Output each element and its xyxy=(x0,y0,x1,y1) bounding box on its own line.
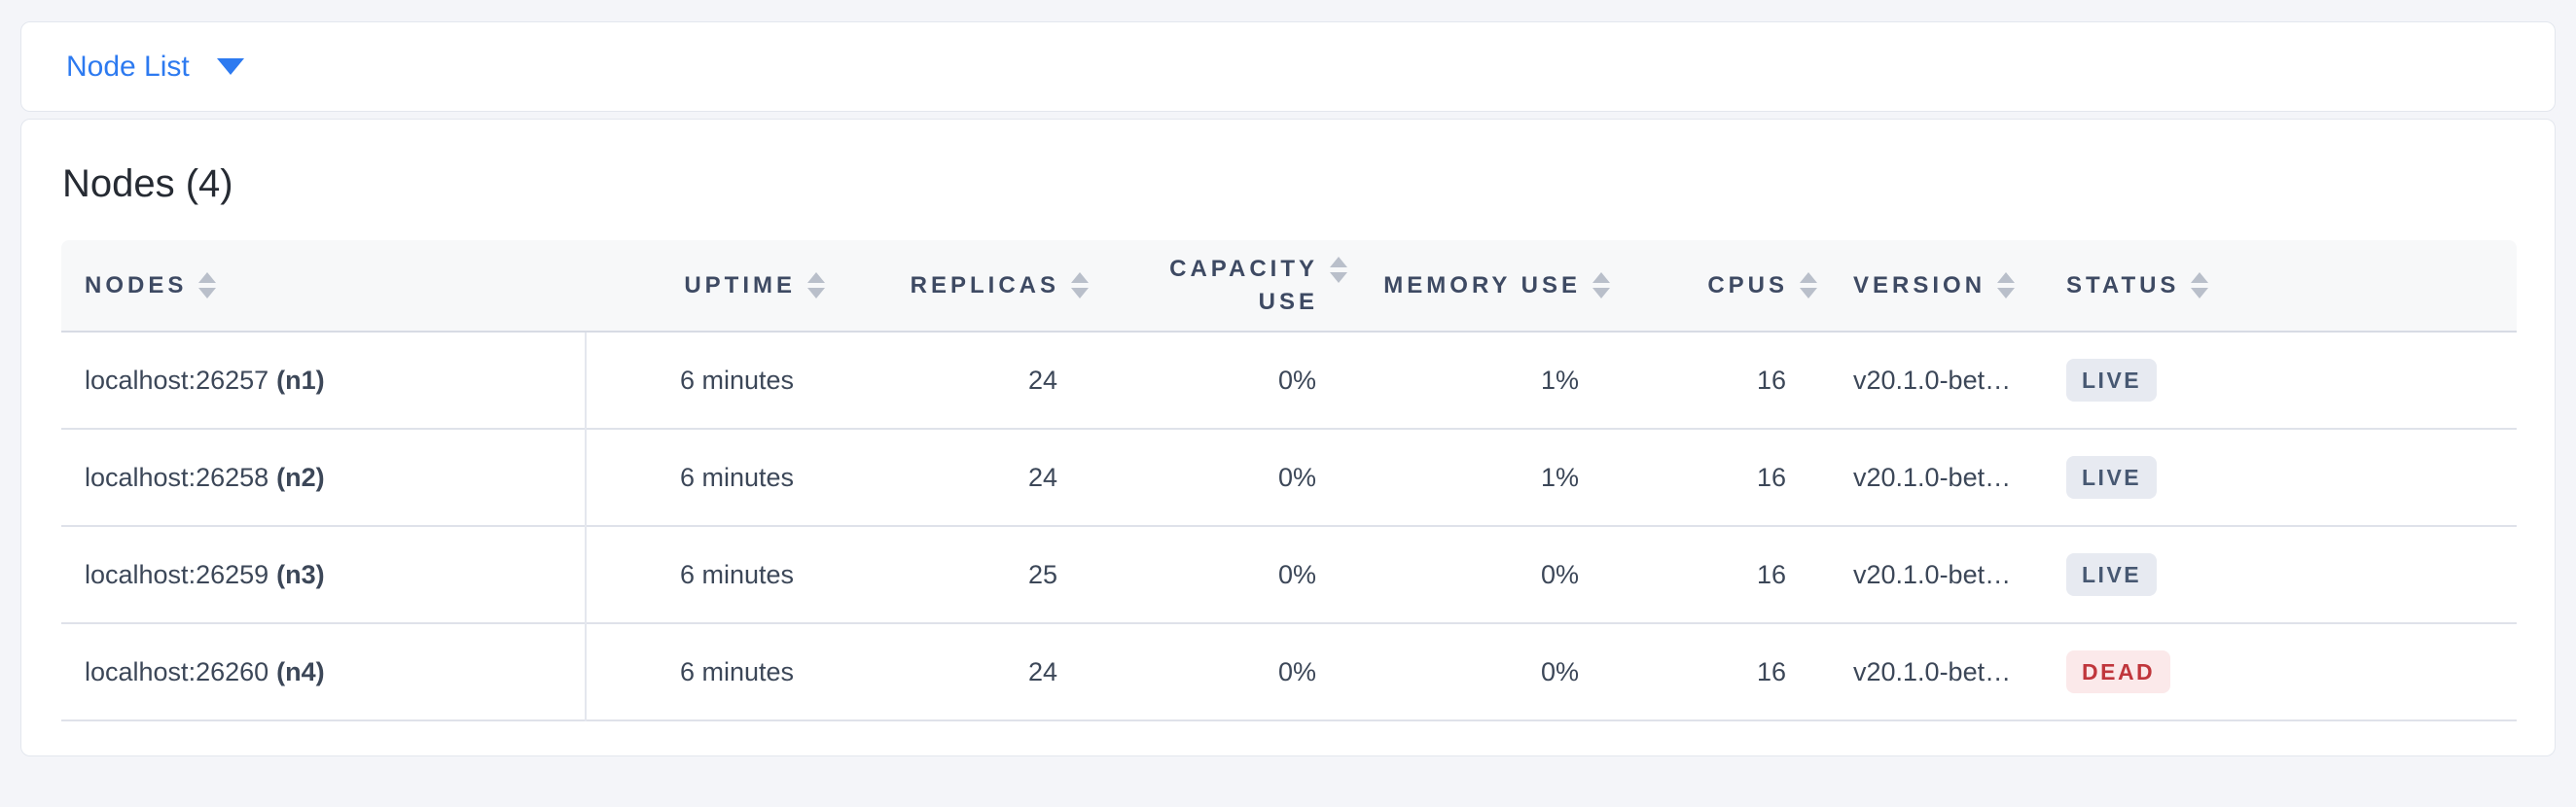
node-address-cell: localhost:26258 (n2) xyxy=(85,462,325,492)
sort-arrows-icon[interactable] xyxy=(198,272,217,298)
uptime-cell: 6 minutes xyxy=(679,365,794,395)
node-id: (n2) xyxy=(276,462,325,492)
nodes-panel: Nodes (4) NODES UPTIME REPLICAS CAPACITY… xyxy=(20,119,2556,756)
status-cell: LIVE xyxy=(2044,359,2517,402)
sort-arrows-icon[interactable] xyxy=(1997,272,2016,298)
node-id: (n3) xyxy=(276,559,325,589)
table-row-node-2: localhost:26258 (n2) 6 minutes 24 0% 1% 1… xyxy=(61,430,2517,527)
uptime-cell: 6 minutes xyxy=(679,559,794,589)
node-address-cell: localhost:26260 (n4) xyxy=(85,656,325,686)
replicas-cell: 24 xyxy=(1027,656,1057,686)
status-badge: DEAD xyxy=(2066,650,2171,693)
status-cell: DEAD xyxy=(2044,650,2517,693)
status-badge: LIVE xyxy=(2066,553,2158,596)
page-title: Nodes (4) xyxy=(62,162,233,205)
sort-arrows-icon[interactable] xyxy=(1800,272,1817,298)
nodes-column-divider xyxy=(585,333,587,721)
view-selector-dropdown[interactable]: Node List xyxy=(66,50,244,83)
version-cell: v20.1.0-bet… xyxy=(1853,656,2012,686)
sort-arrows-icon[interactable] xyxy=(1592,272,1610,298)
cpus-cell: 16 xyxy=(1756,462,1786,492)
column-header-nodes[interactable]: NODES xyxy=(61,240,585,331)
capacity-use-cell: 0% xyxy=(1277,656,1316,686)
status-badge: LIVE xyxy=(2066,359,2158,402)
replicas-cell: 24 xyxy=(1027,365,1057,395)
sort-arrows-icon[interactable] xyxy=(807,272,825,298)
node-id: (n1) xyxy=(276,365,325,395)
memory-use-cell: 0% xyxy=(1540,656,1579,686)
version-cell: v20.1.0-bet… xyxy=(1853,559,2012,589)
view-selector-card: Node List xyxy=(20,21,2556,112)
status-cell: LIVE xyxy=(2044,553,2517,596)
column-header-replicas[interactable]: REPLICAS xyxy=(825,240,1089,331)
capacity-use-cell: 0% xyxy=(1277,365,1316,395)
column-header-version[interactable]: VERSION xyxy=(1817,240,2044,331)
version-cell: v20.1.0-bet… xyxy=(1853,462,2012,492)
column-header-cpus[interactable]: CPUS xyxy=(1610,240,1817,331)
table-row-node-4: localhost:26260 (n4) 6 minutes 24 0% 0% 1… xyxy=(61,624,2517,721)
sort-arrows-icon[interactable] xyxy=(2191,272,2209,298)
nodes-table: NODES UPTIME REPLICAS CAPACITY USE MEMOR… xyxy=(61,240,2517,721)
capacity-use-cell: 0% xyxy=(1277,462,1316,492)
table-header-row: NODES UPTIME REPLICAS CAPACITY USE MEMOR… xyxy=(61,240,2517,333)
column-header-uptime[interactable]: UPTIME xyxy=(585,240,825,331)
memory-use-cell: 1% xyxy=(1540,462,1579,492)
uptime-cell: 6 minutes xyxy=(679,462,794,492)
uptime-cell: 6 minutes xyxy=(679,656,794,686)
node-address-cell: localhost:26257 (n1) xyxy=(85,365,325,395)
column-header-status[interactable]: STATUS xyxy=(2044,240,2517,331)
table-row-node-1: localhost:26257 (n1) 6 minutes 24 0% 1% 1… xyxy=(61,333,2517,430)
replicas-cell: 24 xyxy=(1027,462,1057,492)
cpus-cell: 16 xyxy=(1756,365,1786,395)
replicas-cell: 25 xyxy=(1027,559,1057,589)
sort-arrows-icon[interactable] xyxy=(1071,272,1089,298)
node-address-cell: localhost:26259 (n3) xyxy=(85,559,325,589)
sort-arrows-icon[interactable] xyxy=(1330,257,1347,283)
status-cell: LIVE xyxy=(2044,456,2517,499)
column-header-memory-use[interactable]: MEMORY USE xyxy=(1347,240,1610,331)
cpus-cell: 16 xyxy=(1756,559,1786,589)
version-cell: v20.1.0-bet… xyxy=(1853,365,2012,395)
capacity-use-cell: 0% xyxy=(1277,559,1316,589)
column-header-capacity-use[interactable]: CAPACITY USE xyxy=(1089,240,1347,331)
table-row-node-3: localhost:26259 (n3) 6 minutes 25 0% 0% 1… xyxy=(61,527,2517,624)
cpus-cell: 16 xyxy=(1756,656,1786,686)
view-selector-label: Node List xyxy=(66,50,190,83)
memory-use-cell: 1% xyxy=(1540,365,1579,395)
caret-down-icon xyxy=(216,58,244,75)
status-badge: LIVE xyxy=(2066,456,2158,499)
node-id: (n4) xyxy=(276,656,325,686)
memory-use-cell: 0% xyxy=(1540,559,1579,589)
